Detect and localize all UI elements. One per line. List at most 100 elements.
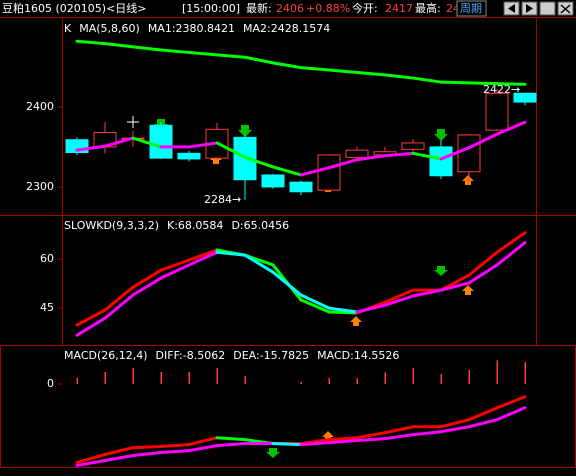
period-button[interactable] — [456, 0, 487, 17]
nav-icons[interactable] — [503, 1, 574, 16]
series-segment — [495, 406, 527, 422]
symbol: 豆粕1605 (020105)<日线> — [2, 1, 147, 15]
series-segment — [215, 442, 247, 448]
macd-bar — [104, 372, 106, 384]
buy-signal — [210, 154, 222, 164]
y-tick-label: 45 — [40, 301, 54, 314]
series-segment — [75, 316, 107, 337]
series-segment — [495, 231, 527, 254]
icon-right-glyph — [526, 4, 533, 13]
candle-body — [261, 174, 285, 188]
series-segment — [131, 445, 163, 450]
series-segment — [383, 425, 415, 435]
series-segment — [439, 418, 471, 429]
series-segment — [103, 285, 135, 312]
series-segment — [495, 241, 527, 267]
macd-bar — [132, 368, 134, 384]
series-segment — [159, 48, 191, 54]
candle-body — [457, 134, 481, 173]
series-segment — [131, 451, 163, 458]
time: [15:00:00] — [182, 2, 240, 15]
candle-body — [513, 92, 537, 103]
legend-text: K:68.0584 — [167, 219, 223, 232]
macd-bar — [188, 372, 190, 384]
icon-window[interactable] — [539, 1, 556, 16]
series-segment — [299, 66, 331, 72]
series-segment — [495, 395, 527, 410]
legend-text: MA(5,8,60) — [79, 22, 140, 35]
series-segment — [383, 288, 415, 304]
legend-text: MA2:2428.1574 — [243, 22, 330, 35]
series-segment — [103, 293, 135, 320]
sell-signal — [434, 129, 448, 141]
y-tick-label: 2300 — [26, 180, 54, 193]
series-segment — [411, 288, 443, 298]
series-segment — [131, 268, 163, 289]
series-segment — [495, 120, 527, 136]
series-segment — [383, 294, 415, 307]
buy-signal — [462, 285, 474, 295]
series-segment — [299, 166, 331, 177]
series-segment — [187, 141, 219, 149]
series-segment — [467, 263, 499, 285]
series-segment — [495, 82, 527, 86]
annotation: 2422→ — [483, 83, 520, 96]
legend-text: DIFF:-8.5062 — [156, 349, 226, 362]
series-segment — [159, 449, 191, 455]
series-segment — [75, 453, 107, 464]
high-label: 最高: — [415, 1, 441, 15]
series-segment — [327, 68, 359, 74]
y-tick-label: 2400 — [26, 100, 54, 113]
candle-body — [289, 181, 313, 193]
series-segment — [299, 441, 331, 447]
legend-text: MACD(26,12,4) — [64, 349, 148, 362]
series-segment — [383, 433, 415, 441]
candle-body — [177, 152, 201, 160]
macd-bar — [496, 360, 498, 384]
buy-signal — [350, 316, 362, 326]
annotation: 2284→ — [204, 193, 241, 206]
series-segment — [103, 446, 135, 456]
open: 2417 — [385, 2, 413, 15]
series-segment — [187, 436, 219, 447]
macd-bar — [468, 369, 470, 384]
series-segment — [467, 406, 499, 422]
series-segment — [467, 250, 499, 277]
series-segment — [467, 81, 499, 86]
candle-body — [485, 92, 509, 131]
series-segment — [243, 253, 275, 274]
series-segment — [215, 53, 247, 59]
series-segment — [271, 270, 303, 297]
sell-signal — [238, 125, 252, 137]
series-segment — [327, 436, 359, 442]
series-segment — [355, 303, 387, 314]
sell-signal — [266, 448, 280, 458]
series-segment — [411, 151, 443, 161]
macd-bar — [300, 381, 302, 384]
legend-text: MA1:2380.8421 — [148, 22, 235, 35]
series-segment — [103, 136, 135, 148]
latest-label: 最新: — [246, 1, 272, 15]
macd-bar — [76, 378, 78, 384]
series-segment — [159, 443, 191, 449]
series-segment — [187, 248, 219, 262]
legend-text: SLOWKD(9,3,3,2) — [64, 219, 159, 232]
series-segment — [439, 281, 471, 292]
cursor — [127, 116, 139, 128]
series-segment — [131, 136, 163, 149]
series-segment — [383, 151, 415, 158]
macd-bar — [384, 372, 386, 384]
series-segment — [299, 298, 331, 314]
macd-bar — [160, 372, 162, 384]
series-segment — [355, 431, 387, 440]
series-segment — [103, 42, 135, 49]
macd-bar — [216, 368, 218, 384]
header: 豆粕1605 (020105)<日线> [15:00:00] 最新: 2406 … — [0, 0, 576, 18]
series-segment — [439, 146, 471, 161]
latest: 2406 — [276, 2, 304, 15]
period-label[interactable]: 周期 — [460, 2, 482, 15]
series-segment — [355, 154, 387, 162]
series-segment — [187, 50, 219, 57]
series-segment — [215, 436, 247, 442]
